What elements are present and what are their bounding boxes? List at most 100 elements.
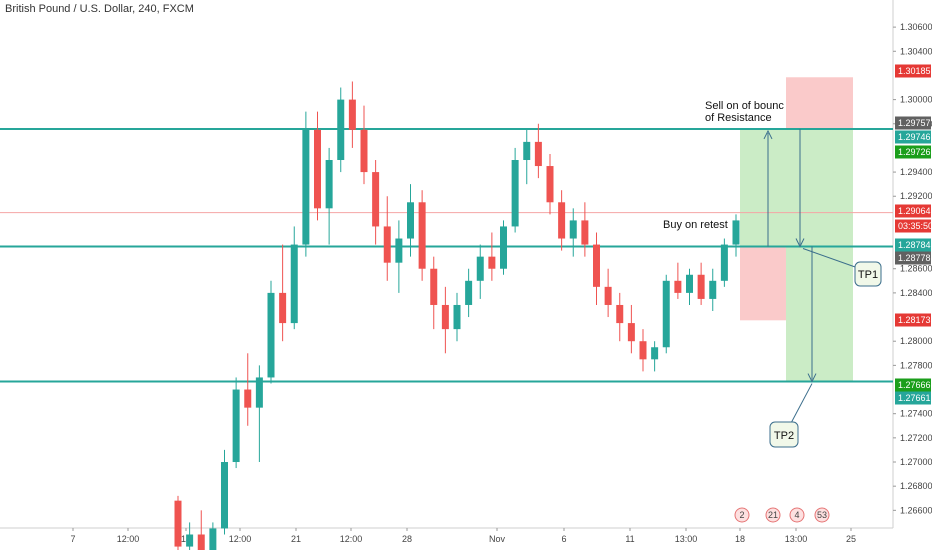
short-stop-zone — [786, 77, 853, 129]
candle-body — [360, 129, 368, 173]
candle-body — [407, 202, 414, 239]
y-tick-label: 1.27800 — [900, 360, 932, 370]
y-tick-label: 1.29400 — [900, 167, 932, 177]
candle-body — [244, 389, 252, 408]
y-tick-label: 1.28600 — [900, 264, 932, 274]
x-tick-label: 12:00 — [229, 534, 252, 544]
sell-annotation-line2: of Resistance — [705, 112, 772, 124]
long-stop-zone — [740, 246, 786, 321]
candle-body — [697, 274, 705, 299]
tp2-callout-line — [789, 383, 813, 426]
tp1-label: TP1 — [858, 269, 878, 281]
price-tag-label: 1.29726 — [898, 147, 931, 157]
price-tag-label: 1.28173 — [898, 315, 931, 325]
x-tick-label: 12:00 — [340, 534, 363, 544]
x-tick-label: Nov — [489, 534, 506, 544]
candle-body — [383, 226, 391, 263]
x-tick-label: 6 — [561, 534, 566, 544]
sell-annotation: Sell on of bounc — [705, 100, 784, 112]
candle-body — [453, 304, 461, 330]
candle-body — [267, 292, 275, 378]
y-tick-label: 1.26600 — [900, 505, 932, 515]
candle-body — [500, 226, 507, 269]
x-tick-label: 7 — [70, 534, 75, 544]
price-tag-label: 03:35:50 — [898, 221, 932, 231]
candle-body — [616, 304, 624, 324]
candle-body — [534, 141, 542, 167]
candle-body — [232, 389, 240, 463]
x-tick-label: 21 — [291, 534, 301, 544]
price-tag — [895, 238, 931, 252]
price-tag-label: 1.27661 — [898, 393, 931, 403]
price-tag — [895, 64, 931, 78]
candle-body — [546, 166, 554, 203]
x-tick-label: 14 — [181, 534, 191, 544]
y-tick-label: 1.27200 — [900, 433, 932, 443]
tp2-callout — [769, 421, 799, 448]
candle-body — [325, 160, 333, 209]
candle-body — [674, 280, 682, 293]
y-tick-label: 1.27000 — [900, 457, 932, 467]
event-badge-label: 53 — [817, 510, 827, 520]
candle-body — [337, 99, 345, 161]
event-badge — [789, 507, 805, 523]
y-tick-label: 1.28400 — [900, 288, 932, 298]
candle-body — [511, 160, 519, 227]
candle-body — [476, 256, 484, 281]
candle-body — [569, 220, 577, 239]
price-tag-label: 1.29064 — [898, 206, 931, 216]
x-tick-label: 18 — [735, 534, 745, 544]
buy-annotation: Buy on retest — [663, 219, 728, 231]
price-tag — [895, 219, 931, 233]
candle-body — [279, 292, 287, 324]
long-target-zone — [740, 128, 786, 247]
sell-arrow-tp2-head — [807, 373, 817, 383]
candle-body — [488, 256, 496, 269]
candle-body — [174, 500, 182, 547]
candle-body — [348, 99, 356, 130]
candle-body — [395, 238, 403, 263]
candle-body — [593, 244, 600, 287]
candle-body — [581, 220, 589, 245]
candle-body — [255, 377, 263, 408]
price-tag-label: 1.27666 — [898, 380, 931, 390]
price-tag — [895, 313, 931, 327]
price-tag — [895, 130, 931, 144]
candle-body — [558, 202, 566, 239]
buy-arrow-head — [763, 129, 773, 140]
x-tick-label: 13:00 — [675, 534, 698, 544]
candle-body — [686, 274, 693, 293]
candle-body — [430, 268, 438, 305]
candle-body — [372, 172, 380, 227]
price-tag — [895, 391, 931, 405]
price-tag-label: 1.30185 — [898, 66, 931, 76]
y-tick-label: 1.26800 — [900, 481, 932, 491]
candle-body — [314, 129, 321, 209]
candle-body — [418, 202, 426, 269]
candle-body — [651, 347, 659, 360]
event-badge-label: 4 — [794, 510, 799, 520]
price-tag — [895, 145, 931, 159]
tp2-label: TP2 — [774, 430, 794, 442]
price-tag — [895, 116, 931, 130]
candle-body — [441, 304, 449, 330]
price-tag — [895, 251, 931, 265]
candle-body — [720, 244, 728, 281]
candle-body — [709, 280, 717, 299]
candle-body — [221, 462, 228, 529]
x-tick-label: 28 — [402, 534, 412, 544]
event-badge — [765, 507, 781, 523]
chart-title: British Pound / U.S. Dollar, 240, FXCM — [5, 3, 194, 15]
event-badge — [734, 507, 750, 523]
event-badge-label: 2 — [739, 510, 744, 520]
y-tick-label: 1.30400 — [900, 46, 932, 56]
y-tick-label: 1.30600 — [900, 22, 932, 32]
y-tick-label: 1.28000 — [900, 336, 932, 346]
x-tick-label: 13:00 — [785, 534, 808, 544]
price-tag — [895, 204, 931, 218]
candle-body — [662, 280, 670, 348]
short-target-zone — [786, 128, 853, 382]
x-tick-label: 11 — [625, 534, 634, 544]
